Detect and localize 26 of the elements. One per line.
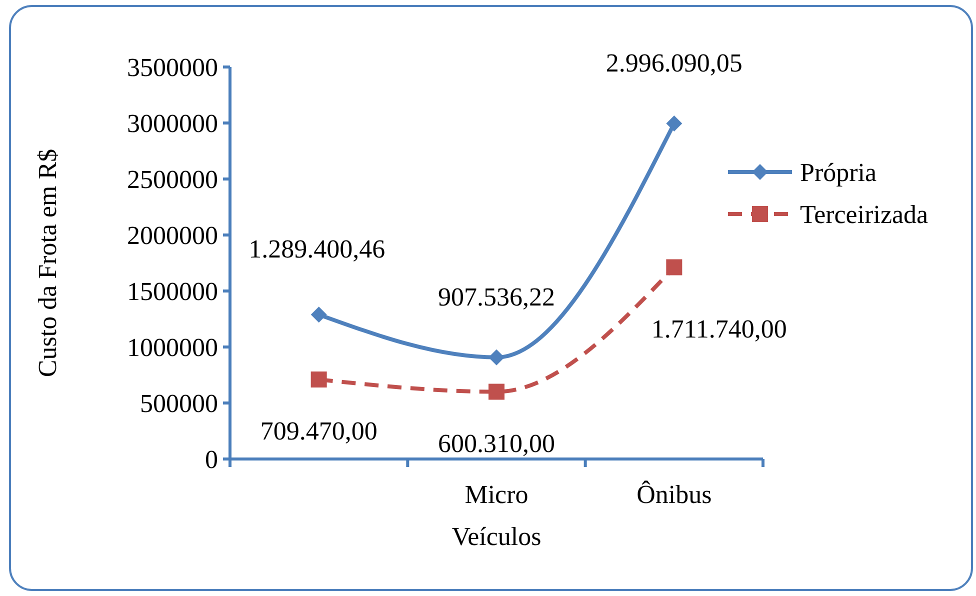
- y-tick-label: 2000000: [127, 221, 218, 250]
- y-tick-label: 1000000: [127, 333, 218, 362]
- data-label: 1.711.740,00: [651, 314, 787, 344]
- y-tick-label: 2500000: [127, 165, 218, 194]
- x-tick-label: Micro: [464, 480, 528, 509]
- point: [488, 384, 504, 400]
- point: [488, 349, 504, 366]
- y-axis-title: Custo da Frota em R$: [33, 148, 62, 378]
- y-tick-label: 500000: [140, 389, 218, 418]
- point: [666, 115, 682, 132]
- data-label: 907.536,22: [438, 282, 555, 312]
- point: [666, 259, 682, 276]
- data-label: 600.310,00: [438, 428, 555, 458]
- legend-label: Terceirizada: [800, 200, 929, 230]
- point: [310, 306, 327, 323]
- data-label: 1.289.400,46: [248, 234, 386, 264]
- y-tick-label: 3500000: [127, 53, 218, 82]
- data-label: 2.996.090,05: [606, 48, 742, 78]
- x-tick-label: Ônibus: [636, 480, 712, 509]
- data-label: 709.470,00: [260, 416, 378, 446]
- point: [310, 372, 327, 388]
- y-tick-label: 0: [205, 445, 218, 474]
- legend-label: Própria: [800, 158, 877, 188]
- y-tick-label: 1500000: [127, 277, 218, 306]
- y-tick-label: 3000000: [127, 109, 218, 138]
- x-axis-title: Veículos: [452, 522, 542, 551]
